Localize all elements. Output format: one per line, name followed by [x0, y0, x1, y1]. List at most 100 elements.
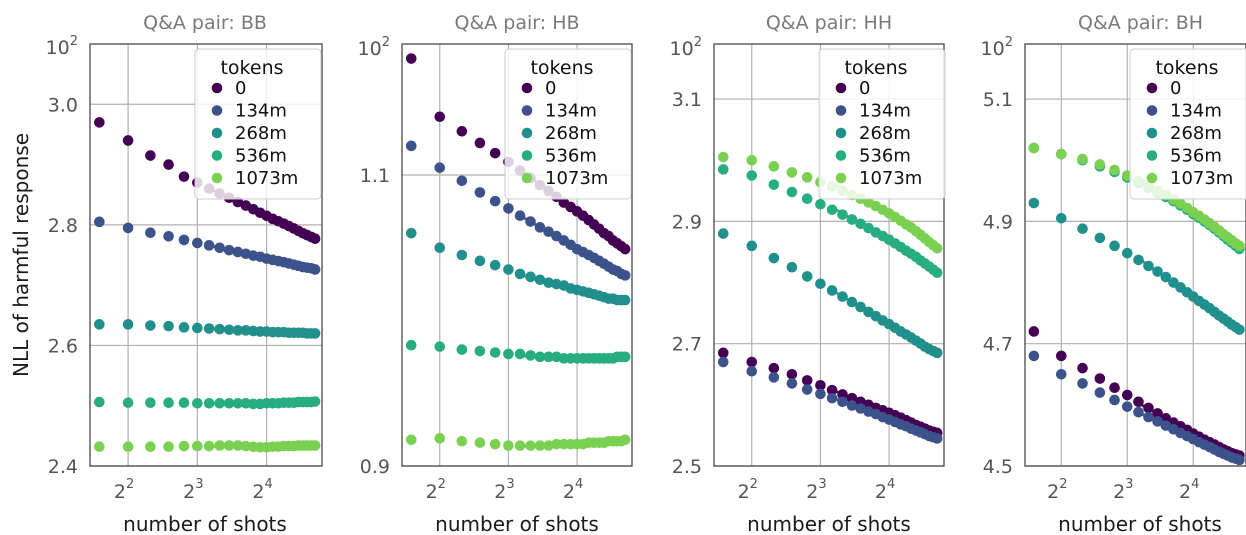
data-point-134m	[192, 237, 203, 249]
x-tick-base: 2	[426, 481, 438, 503]
data-point-0	[786, 368, 798, 380]
data-point-0	[1152, 408, 1163, 419]
legend-title: tokens	[1155, 57, 1218, 79]
data-point-268m	[203, 323, 215, 334]
x-tick-exp: 3	[1125, 477, 1133, 492]
y-tick-label: 4.5	[983, 456, 1013, 478]
legend-marker-536m	[835, 150, 847, 161]
x-tick-exp: 3	[818, 477, 826, 492]
data-point-268m	[815, 278, 826, 290]
data-point-536m	[223, 398, 235, 409]
legend-label-268m: 268m	[235, 123, 287, 144]
data-point-134m	[543, 226, 554, 238]
y-tick-label: 3.0	[48, 94, 78, 116]
legend-marker-134m	[835, 105, 847, 116]
x-tick-exp: 3	[195, 477, 203, 492]
data-point-0	[456, 126, 468, 137]
legend-marker-0	[1146, 82, 1158, 94]
data-point-268m	[801, 271, 813, 282]
data-point-0	[1028, 326, 1040, 337]
legend-marker-268m	[1146, 127, 1158, 139]
data-point-0	[826, 384, 838, 396]
y-top-label-exp: 2	[694, 35, 702, 50]
data-point-268m	[768, 252, 780, 264]
data-point-1073m	[801, 172, 813, 183]
data-point-134m	[525, 216, 536, 227]
y-tick-label: 2.5	[672, 456, 702, 478]
legend-label-1073m: 1073m	[859, 168, 922, 189]
data-point-1073m	[768, 161, 780, 172]
x-axis-label: number of shots	[435, 512, 599, 535]
data-point-1073m	[203, 440, 215, 452]
data-point-536m	[474, 345, 486, 357]
data-point-536m	[746, 170, 758, 181]
y-tick-label: 2.4	[48, 456, 78, 478]
data-point-536m	[503, 348, 514, 360]
x-tick-base: 2	[494, 481, 506, 503]
data-point-1073m	[405, 434, 417, 446]
data-point-0	[474, 137, 486, 149]
legend-marker-134m	[1146, 105, 1158, 116]
data-point-268m	[434, 242, 446, 254]
data-point-0	[1094, 373, 1106, 384]
data-point-0	[1143, 402, 1154, 414]
x-tick-label: 22	[738, 477, 758, 503]
x-tick-label: 22	[426, 477, 446, 503]
legend-marker-1073m	[521, 172, 533, 184]
data-point-268m	[474, 255, 486, 267]
data-point-1073m	[931, 242, 943, 254]
data-point-134m	[503, 203, 514, 214]
plot-frame	[713, 43, 945, 467]
data-point-134m	[232, 246, 244, 258]
legend-label-536m: 536m	[235, 146, 287, 167]
data-point-536m	[826, 204, 838, 216]
data-point-0	[1133, 396, 1144, 408]
data-point-268m	[1028, 197, 1040, 209]
data-point-134m	[801, 384, 813, 395]
data-point-134m	[717, 356, 729, 368]
data-point-0	[815, 379, 826, 391]
legend-label-268m: 268m	[859, 123, 911, 144]
y-axis-label: NLL of harmful response	[9, 133, 33, 377]
x-tick-base: 2	[183, 481, 195, 503]
data-point-1073m	[534, 440, 546, 451]
x-tick-base: 2	[1179, 481, 1191, 503]
data-point-1073m	[1094, 159, 1106, 170]
x-tick-label: 23	[806, 477, 826, 503]
data-point-1073m	[94, 441, 105, 453]
data-point-536m	[309, 396, 321, 407]
data-point-268m	[619, 294, 631, 306]
data-point-536m	[489, 347, 501, 358]
legend-box	[194, 48, 322, 200]
legend-box	[1129, 48, 1246, 200]
data-point-0	[122, 135, 134, 146]
legend-label-536m: 536m	[545, 146, 597, 167]
data-point-536m	[214, 398, 225, 409]
y-tick-label: 0.9	[360, 456, 390, 478]
data-point-134m	[815, 388, 826, 400]
data-point-134m	[122, 222, 134, 234]
x-tick-exp: 2	[750, 477, 758, 492]
data-points	[405, 53, 631, 451]
data-point-0	[619, 243, 631, 255]
y-top-label-exp: 2	[1005, 35, 1013, 50]
data-point-0	[309, 233, 321, 245]
data-point-134m	[931, 433, 943, 444]
legend-marker-1073m	[835, 172, 847, 184]
x-tick-exp: 4	[887, 477, 895, 492]
plot-frame	[401, 43, 633, 467]
x-tick-label: 24	[875, 477, 895, 503]
legend-title: tokens	[530, 57, 593, 79]
data-point-268m	[826, 285, 838, 296]
data-point-268m	[309, 328, 321, 339]
legend-marker-268m	[211, 127, 223, 139]
legend-marker-134m	[211, 105, 223, 116]
y-tick-label: 2.6	[48, 335, 78, 357]
y-top-label: 102	[670, 35, 702, 60]
data-point-268m	[1077, 223, 1088, 235]
data-point-134m	[434, 162, 446, 173]
data-point-268m	[223, 324, 235, 336]
data-point-1073m	[163, 441, 174, 453]
